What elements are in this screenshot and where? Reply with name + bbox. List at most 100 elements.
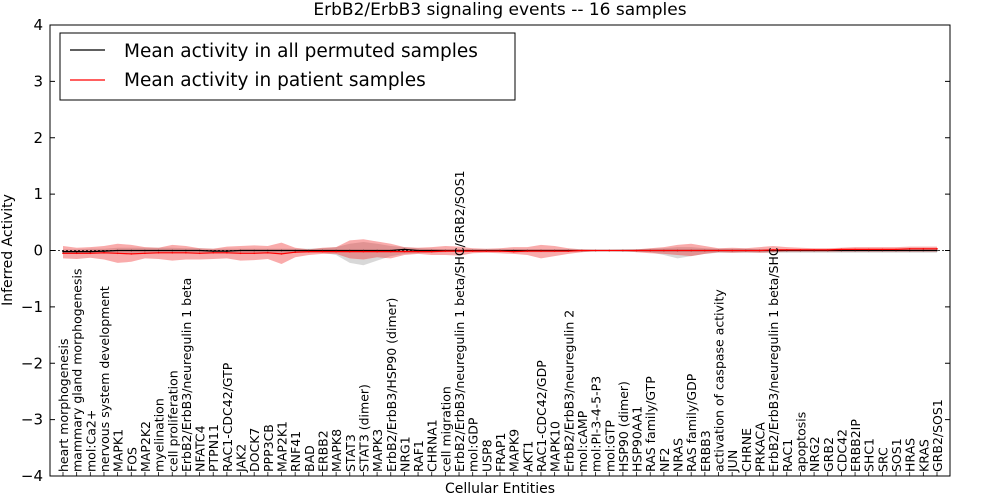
legend: Mean activity in all permuted samples Me… [59,32,516,101]
permuted-point [362,249,365,252]
permuted-point [294,249,297,252]
patient-point [458,250,460,252]
permuted-point [321,249,324,252]
x-tick-label: CHRNA1 [425,419,440,472]
permuted-point [936,249,938,252]
patient-point [594,249,597,252]
permuted-point [185,249,187,252]
x-tick-label: RAC1-CDC42/GTP [220,362,235,472]
x-tick-label: MAPK1 [111,429,126,472]
patient-point [103,252,105,254]
patient-point [267,252,269,254]
y-tick-label: −4 [21,467,43,485]
patient-point [799,249,802,251]
x-tick-label: MAPK9 [507,429,522,472]
chart-title: ErbB2/ErbB3 signaling events -- 16 sampl… [313,0,686,20]
permuted-point [239,249,242,252]
patient-point [430,250,433,253]
patient-point [499,250,501,252]
y-tick-label: 4 [33,16,43,34]
patient-point [349,250,351,253]
permuted-point [130,249,133,252]
patient-point [144,252,146,255]
x-tick-label: mol:GTP [602,420,617,472]
x-tick-label: RAF1 [411,440,426,472]
patient-point [581,249,583,252]
patient-point [62,252,64,255]
patient-point [321,250,324,253]
x-tick-label: PRKACA [753,422,768,472]
patient-point [854,248,856,251]
y-tick-label: 2 [33,129,43,147]
patient-point [622,249,624,252]
x-tick-label: USP8 [479,439,494,472]
patient-point [908,248,911,250]
patient-point [335,250,337,253]
permuted-point [75,250,78,253]
patient-point [512,250,515,253]
y-ticks: −4 −3 −2 −1 0 1 2 3 4 [21,16,950,485]
x-tick-label: MAPK8 [329,429,344,472]
permuted-point [417,249,419,252]
permuted-point [226,250,228,252]
y-axis-label: Inferred Activity [0,194,16,306]
x-tick-label: NFATC4 [193,425,208,472]
x-tick-label: MAP2K2 [138,421,153,472]
permuted-point [267,249,269,252]
x-tick-label: KRAS [916,439,931,472]
patient-point [840,248,843,251]
x-tick-label: SHC1 [862,438,877,472]
permuted-point [116,249,119,252]
patient-point [294,251,297,253]
x-tick-label: ERBB2 [316,430,331,472]
x-tick-label: ErbB2/ErbB3/neuregulin 2 [561,310,576,472]
permuted-point [62,250,64,253]
patient-point [185,252,187,254]
x-tick-label: ERBB2IP [848,419,863,472]
x-tick-label: JUN [725,450,740,473]
permuted-point [335,249,337,252]
x-tick-label: RAC1-CDC42/GDP [534,360,549,472]
x-tick-label: FOS [124,447,139,472]
permuted-point [881,249,884,252]
patient-point [936,248,938,250]
x-tick-label: ErbB2/ErbB3/neuregulin 1 beta [179,278,194,472]
patient-point [786,249,788,251]
x-tick-label: heart morphogenesis [56,339,71,473]
patient-point [75,252,78,255]
y-tick-label: 1 [33,185,43,203]
patient-point [608,249,611,252]
y-tick-label: −1 [21,298,43,316]
permuted-point [103,250,105,252]
patient-point [881,248,884,251]
x-tick-label: mol:PI-3-4-5-P3 [589,376,604,472]
x-tick-label: GRB2/SOS1 [930,399,945,472]
permuted-point [89,250,92,253]
x-tick-label: mammary gland morphogenesis [70,269,85,472]
patient-point [471,250,474,252]
permuted-point [840,249,843,252]
permuted-point [512,249,515,252]
x-tick-label: activation of caspase activity [712,289,727,472]
x-tick-label: RAS family/GDP [684,373,699,472]
x-tick-label: NF2 [657,448,672,473]
legend-label-patient: Mean activity in patient samples [124,70,426,91]
patient-point [212,252,214,254]
x-tick-label: NRG1 [397,436,412,472]
permuted-point [157,249,160,252]
permuted-point [854,249,856,252]
patient-point [553,250,556,252]
patient-point [827,249,829,251]
permuted-point [308,249,310,252]
permuted-point [390,249,392,252]
legend-label-permuted: Mean activity in all permuted samples [124,41,478,62]
x-tick-label: mol:GDP [466,417,481,472]
patient-point [253,252,255,255]
x-tick-label: DOCK7 [247,428,262,472]
patient-point [198,252,201,255]
permuted-point [922,249,925,252]
y-tick-label: 0 [33,242,43,260]
permuted-point [280,249,283,252]
x-tick-label: ErbB2/ErbB3/neuregulin 1 beta/SHC [766,247,781,472]
patient-point [362,250,365,253]
